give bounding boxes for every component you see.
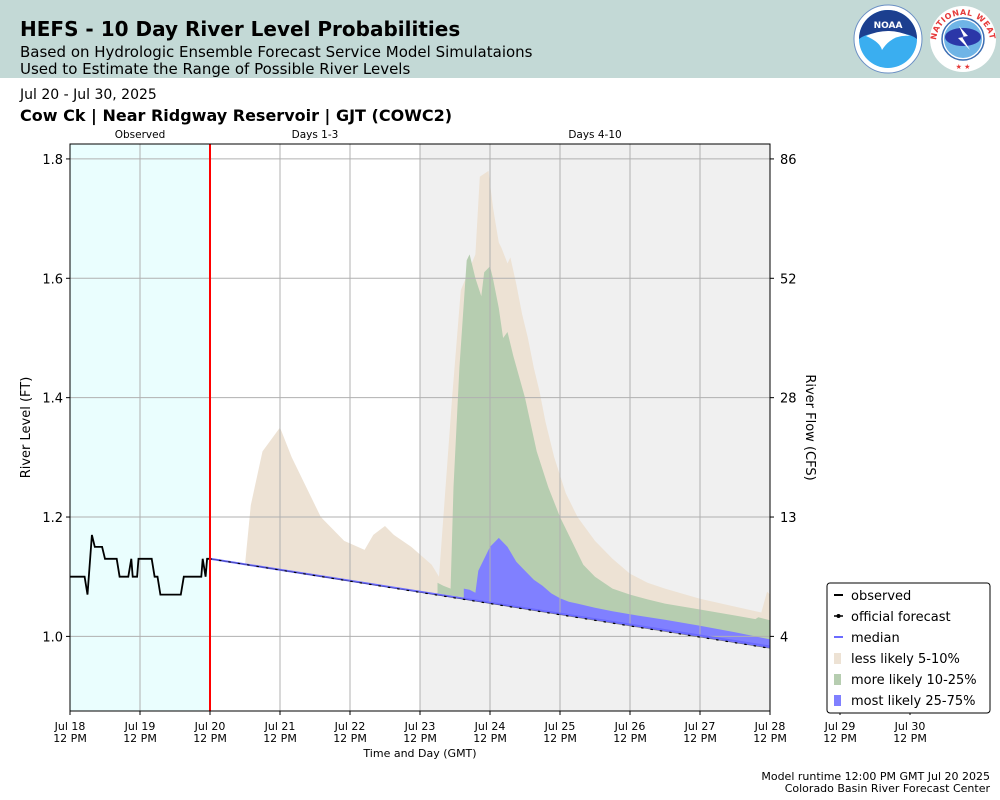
x-axis-label: Time and Day (GMT) xyxy=(362,747,476,760)
x-tick-label-day: Jul 29 xyxy=(824,720,856,733)
x-tick-label-day: Jul 30 xyxy=(894,720,926,733)
x-tick-label-time: 12 PM xyxy=(53,732,87,745)
legend-label: official forecast xyxy=(851,610,951,625)
y-axis-label: River Level (FT) xyxy=(19,377,34,479)
x-tick-label-time: 12 PM xyxy=(473,732,507,745)
y2-axis-label: River Flow (CFS) xyxy=(802,374,817,480)
x-tick-label-day: Jul 28 xyxy=(754,720,786,733)
header-banner: HEFS - 10 Day River Level Probabilities … xyxy=(0,0,1000,78)
y2-tick-label: 52 xyxy=(780,272,797,287)
x-tick-label-day: Jul 22 xyxy=(334,720,366,733)
x-tick-label-time: 12 PM xyxy=(823,732,857,745)
official-forecast-line-base xyxy=(209,558,771,649)
x-tick-label-time: 12 PM xyxy=(403,732,437,745)
x-tick-label-day: Jul 21 xyxy=(264,720,296,733)
date-range: Jul 20 - Jul 30, 2025 xyxy=(20,87,157,103)
observed-line xyxy=(70,534,210,596)
forecast-center: Colorado Basin River Forecast Center xyxy=(784,782,990,795)
x-tick-label-day: Jul 24 xyxy=(474,720,506,733)
x-tick-label-time: 12 PM xyxy=(683,732,717,745)
legend-swatch-band-25-75 xyxy=(834,695,841,706)
nws-logo[interactable]: NATIONAL WEATHER SERVICE ★ ★ xyxy=(928,2,998,76)
band-10-25 xyxy=(437,254,770,646)
x-tick-label-day: Jul 26 xyxy=(614,720,646,733)
x-tick-label-day: Jul 18 xyxy=(54,720,86,733)
legend-label: more likely 10-25% xyxy=(851,673,977,688)
band-25-75 xyxy=(463,537,770,649)
y2-tick-label: 4 xyxy=(780,630,788,645)
legend-label: less likely 5-10% xyxy=(851,652,960,667)
x-tick-label-time: 12 PM xyxy=(543,732,577,745)
y2-tick-label: 28 xyxy=(780,392,797,407)
x-tick-label-day: Jul 25 xyxy=(544,720,576,733)
legend-swatch-band-10-25 xyxy=(834,674,841,685)
y2-tick-label: 13 xyxy=(780,511,797,526)
period-label: Days 4-10 xyxy=(568,129,621,141)
legend-label: most likely 25-75% xyxy=(851,694,975,709)
x-tick-label-time: 12 PM xyxy=(893,732,927,745)
y2-tick-label: 86 xyxy=(780,153,797,168)
x-tick-label-time: 12 PM xyxy=(613,732,647,745)
period-label: Days 1-3 xyxy=(292,129,339,141)
official-forecast-line xyxy=(209,558,771,649)
x-tick-label-time: 12 PM xyxy=(263,732,297,745)
page-title: HEFS - 10 Day River Level Probabilities xyxy=(20,17,461,41)
noaa-logo[interactable]: NOAA xyxy=(852,2,924,76)
legend-box xyxy=(826,582,991,714)
median-line xyxy=(209,557,771,648)
period-label: Observed xyxy=(115,129,166,141)
legend-label: observed xyxy=(851,589,911,604)
noaa-logo-text: NOAA xyxy=(874,21,903,31)
x-tick-label-time: 12 PM xyxy=(123,732,157,745)
x-tick-label-day: Jul 27 xyxy=(684,720,716,733)
page-subtitle-line2: Used to Estimate the Range of Possible R… xyxy=(20,60,411,78)
station-name: Cow Ck | Near Ridgway Reservoir | GJT (C… xyxy=(20,106,453,125)
legend-swatch-forecast-dot xyxy=(836,614,841,618)
y-tick-label: 1.4 xyxy=(42,392,63,407)
y-tick-label: 1.6 xyxy=(42,272,63,287)
x-tick-label-day: Jul 20 xyxy=(194,720,226,733)
page-subtitle-line1: Based on Hydrologic Ensemble Forecast Se… xyxy=(20,43,533,61)
legend-label: median xyxy=(851,631,900,646)
svg-text:★ ★: ★ ★ xyxy=(956,63,971,71)
legend-swatch-band-5-10 xyxy=(834,653,841,664)
y-tick-label: 1.0 xyxy=(42,630,63,645)
y-tick-label: 1.8 xyxy=(42,153,63,168)
x-tick-label-day: Jul 19 xyxy=(124,720,156,733)
x-tick-label-day: Jul 23 xyxy=(404,720,436,733)
model-runtime: Model runtime 12:00 PM GMT Jul 20 2025 xyxy=(761,770,990,783)
x-tick-label-time: 12 PM xyxy=(193,732,227,745)
x-tick-label-time: 12 PM xyxy=(333,732,367,745)
x-tick-label-time: 12 PM xyxy=(753,732,787,745)
y-tick-label: 1.2 xyxy=(42,511,63,526)
